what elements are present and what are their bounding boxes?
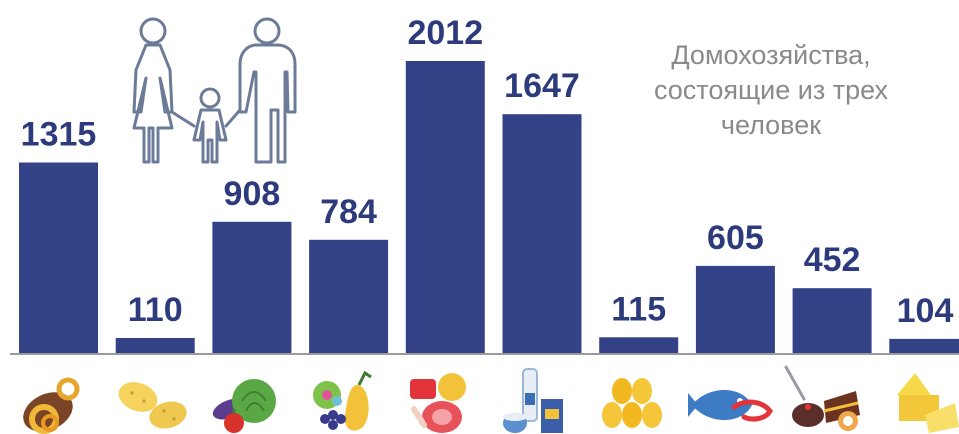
potato-icon — [118, 382, 187, 429]
dairy-icon — [503, 368, 563, 433]
bar-10 — [889, 338, 959, 354]
value-label-3: 908 — [224, 175, 281, 213]
sweets-icon — [784, 365, 860, 431]
vegetables-icon — [212, 379, 276, 433]
value-label-8: 605 — [707, 219, 764, 257]
bar-5 — [405, 61, 485, 354]
bar-2 — [115, 338, 195, 354]
value-label-7: 115 — [611, 290, 666, 328]
bar-3 — [212, 221, 292, 354]
value-label-2: 110 — [128, 291, 183, 329]
bar-4 — [309, 239, 389, 354]
butter-icon — [897, 373, 959, 433]
bar-7 — [599, 337, 679, 354]
value-label-1: 1315 — [21, 116, 97, 154]
value-label-5: 2012 — [407, 14, 483, 52]
chart-title-line-3: человек — [720, 110, 822, 140]
eggs-icon — [602, 378, 662, 428]
family-icon — [132, 17, 297, 164]
bar-8 — [695, 265, 775, 354]
value-label-4: 784 — [320, 193, 377, 231]
meat-icon — [410, 373, 466, 433]
chart-title-line-2: состоящие из трех — [653, 75, 889, 105]
bread-icon — [23, 377, 80, 434]
bar-9 — [792, 288, 872, 354]
fish-icon — [688, 390, 773, 422]
value-label-6: 1647 — [504, 67, 580, 105]
value-labels-group: 1315 110 908 784 2012 1647 115 605 452 104 — [21, 14, 954, 330]
fruit-icon — [313, 370, 372, 431]
bar-6 — [502, 114, 582, 354]
value-label-9: 452 — [804, 241, 861, 279]
value-label-10: 104 — [897, 292, 954, 330]
chart-title-line-1: Домохозяйства, — [671, 40, 871, 70]
chart-title: Домохозяйства, состоящие из трех человек — [612, 38, 930, 143]
bar-1 — [19, 162, 98, 354]
bars-group — [19, 61, 959, 354]
